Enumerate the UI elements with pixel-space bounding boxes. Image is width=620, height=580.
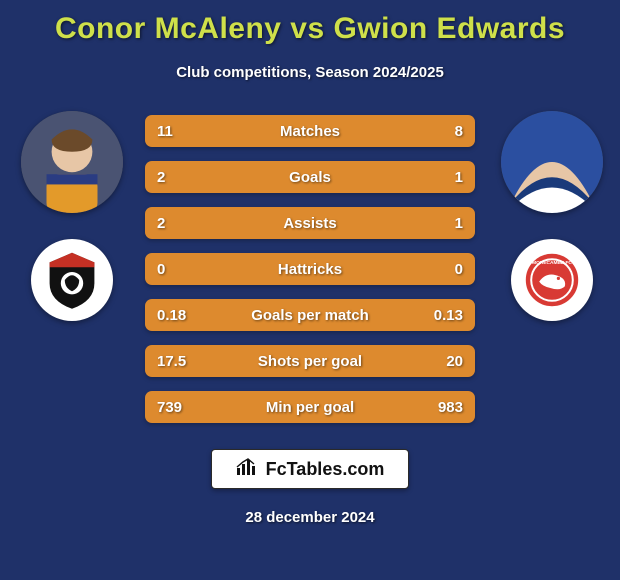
metric-row: 17.5Shots per goal20 [145,345,475,377]
left-player-column [17,111,127,321]
brand-text: FcTables.com [266,459,385,480]
page-title: Conor McAleny vs Gwion Edwards [0,12,620,46]
metric-label: Goals per match [203,307,417,324]
svg-text:MORECAMBE FC: MORECAMBE FC [532,260,572,266]
metric-right-value: 1 [417,169,463,186]
right-team-crest: MORECAMBE FC [511,239,593,321]
metric-right-value: 0 [417,261,463,278]
metric-row: 2Goals1 [145,161,475,193]
metric-right-value: 1 [417,215,463,232]
metric-left-value: 739 [157,399,203,416]
comparison-card: Conor McAleny vs Gwion Edwards Club comp… [0,0,620,580]
metric-right-value: 20 [417,353,463,370]
metric-label: Hattricks [203,261,417,278]
metric-label: Goals [203,169,417,186]
metric-left-value: 2 [157,215,203,232]
metric-left-value: 11 [157,123,203,140]
right-player-avatar [501,111,603,213]
metric-label: Assists [203,215,417,232]
brand-badge: FcTables.com [211,449,410,489]
left-player-avatar [21,111,123,213]
metric-right-value: 983 [417,399,463,416]
metric-row: 0.18Goals per match0.13 [145,299,475,331]
metric-left-value: 17.5 [157,353,203,370]
metric-left-value: 0 [157,261,203,278]
metric-label: Min per goal [203,399,417,416]
footer: FcTables.com 28 december 2024 [0,449,620,526]
left-team-crest [31,239,113,321]
right-player-column: MORECAMBE FC [493,111,603,321]
footer-date: 28 december 2024 [0,509,620,526]
chart-icon [236,458,258,480]
metric-left-value: 2 [157,169,203,186]
metric-row: 2Assists1 [145,207,475,239]
metric-label: Matches [203,123,417,140]
metric-row: 739Min per goal983 [145,391,475,423]
metric-label: Shots per goal [203,353,417,370]
metric-row: 11Matches8 [145,115,475,147]
metric-right-value: 8 [417,123,463,140]
metric-row: 0Hattricks0 [145,253,475,285]
metric-bars: 11Matches82Goals12Assists10Hattricks00.1… [145,111,475,423]
comparison-body: 11Matches82Goals12Assists10Hattricks00.1… [0,111,620,423]
subtitle: Club competitions, Season 2024/2025 [0,64,620,81]
metric-left-value: 0.18 [157,307,203,324]
metric-right-value: 0.13 [417,307,463,324]
